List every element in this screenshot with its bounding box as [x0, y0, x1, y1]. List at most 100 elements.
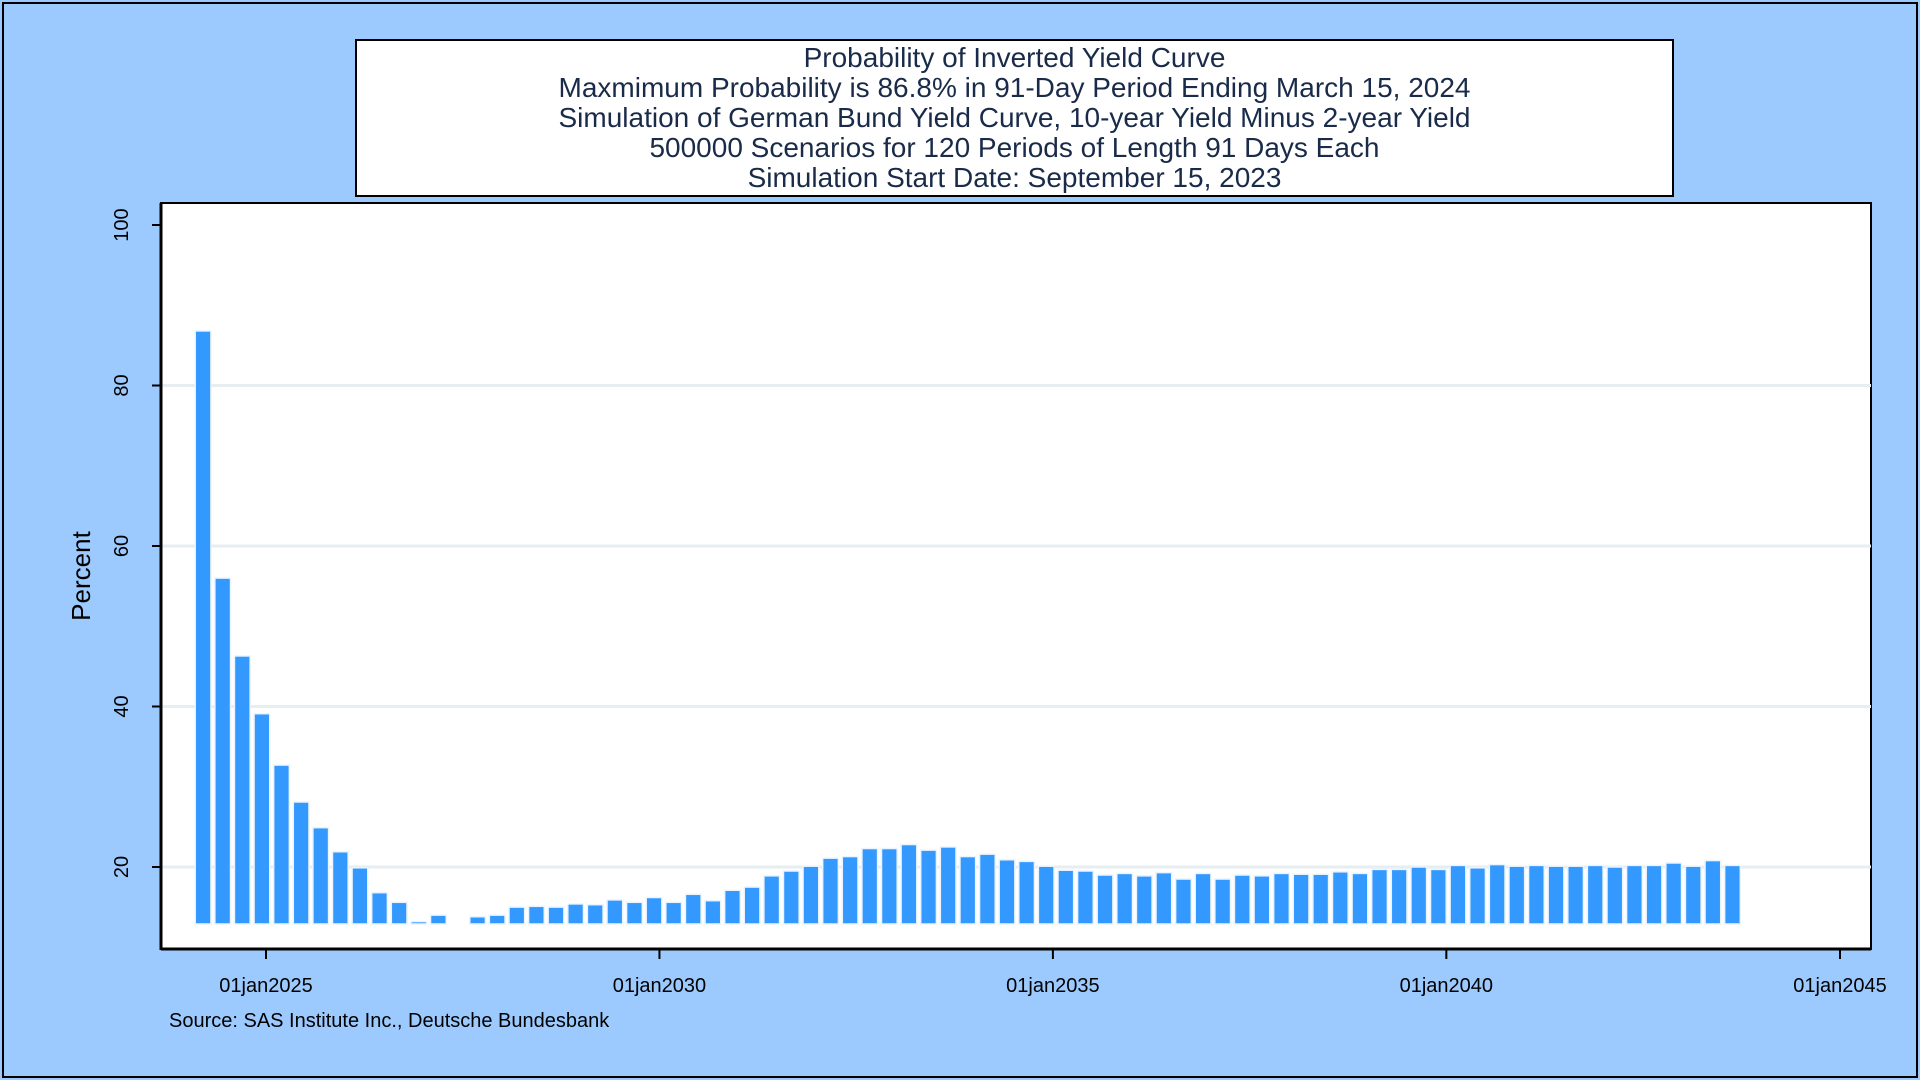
bar [1429, 868, 1447, 925]
bar [743, 886, 761, 925]
bars [194, 330, 1742, 925]
bar [292, 801, 310, 925]
bar [194, 330, 212, 925]
gridlines [161, 384, 1871, 869]
bar [1665, 862, 1683, 925]
bar [723, 889, 742, 925]
bar [370, 891, 389, 925]
bar [1214, 878, 1232, 925]
bar [1547, 865, 1565, 925]
bar [880, 847, 898, 925]
bar [1292, 873, 1310, 925]
bar [900, 843, 918, 925]
bar [488, 914, 506, 925]
bar [1370, 868, 1389, 925]
bar [821, 857, 840, 925]
bar [645, 896, 663, 925]
bar [763, 875, 781, 925]
bar [861, 847, 879, 925]
bar [802, 865, 820, 925]
bar [1390, 868, 1408, 925]
bar [959, 855, 977, 925]
chart-subtitle-1: Maxmimum Probability is 86.8% in 91-Day … [558, 72, 1471, 103]
bar [1135, 875, 1153, 925]
y-tick-label: 100 [111, 208, 133, 241]
bar [429, 914, 447, 925]
bar [253, 712, 271, 925]
bar [1567, 865, 1585, 925]
bar [390, 901, 408, 925]
bar [567, 903, 585, 925]
bar [508, 906, 526, 925]
bar [1253, 875, 1271, 925]
x-axis: 01jan2025 01jan2030 01jan2035 01jan2040 01ja… [219, 949, 1887, 997]
bar [1155, 871, 1173, 925]
bar [1586, 864, 1604, 925]
bar [1606, 866, 1624, 925]
title-box: Probability of Inverted Yield Curve Maxm… [355, 39, 1674, 197]
bar [1410, 866, 1428, 925]
bar [1449, 864, 1467, 925]
bar [939, 846, 957, 925]
plot-area [160, 202, 1872, 950]
bar [1194, 872, 1212, 925]
y-axis-label: Percent [66, 530, 96, 620]
bar [998, 859, 1016, 925]
bar [1076, 870, 1095, 925]
x-tick-label: 01jan2035 [1006, 975, 1099, 997]
bar [782, 870, 800, 925]
chart-title: Probability of Inverted Yield Curve [803, 42, 1226, 73]
y-tick-label: 60 [111, 535, 133, 557]
bar [1645, 864, 1663, 925]
bar [1331, 871, 1349, 925]
y-tick-label: 20 [111, 856, 133, 878]
x-tick-label: 01jan2030 [613, 975, 706, 997]
bar [1272, 872, 1291, 925]
y-tick-label: 80 [111, 374, 133, 396]
bar [665, 901, 683, 925]
bar [468, 916, 487, 925]
bar [704, 899, 722, 925]
bar [410, 920, 428, 925]
bar [1233, 874, 1251, 925]
bar [1684, 865, 1702, 925]
chart-subtitle-2: Simulation of German Bund Yield Curve, 1… [558, 102, 1471, 133]
bar [1704, 859, 1722, 925]
bar [1037, 865, 1055, 925]
bar [1018, 860, 1036, 925]
bar [547, 906, 565, 925]
bar [527, 905, 546, 925]
bar [1057, 869, 1075, 925]
bar [1723, 864, 1742, 925]
source-note: Source: SAS Institute Inc., Deutsche Bun… [169, 1010, 610, 1032]
bar [1351, 872, 1369, 925]
bar [272, 764, 291, 925]
bar [1488, 863, 1506, 925]
x-tick-label: 01jan2045 [1793, 975, 1886, 997]
chart-subtitle-3: 500000 Scenarios for 120 Periods of Leng… [649, 132, 1380, 163]
bar [625, 901, 644, 925]
bar [684, 893, 702, 925]
bar [841, 855, 859, 925]
bar [214, 577, 232, 925]
chart-subtitle-4: Simulation Start Date: September 15, 202… [747, 162, 1282, 193]
bar [1468, 867, 1487, 925]
bar [1174, 878, 1193, 925]
y-tick-label: 40 [111, 695, 133, 717]
bar [1625, 864, 1644, 925]
bar [1116, 872, 1134, 925]
bar [919, 849, 938, 925]
y-axis: 20 40 60 80 100 [111, 208, 161, 878]
bar [1096, 874, 1114, 925]
x-tick-label: 01jan2025 [219, 975, 312, 997]
bar [351, 867, 369, 925]
bar [586, 903, 604, 925]
bar [978, 853, 996, 925]
bar [331, 851, 349, 925]
bar [233, 655, 251, 925]
x-tick-label: 01jan2040 [1400, 975, 1493, 997]
bar [1508, 865, 1526, 925]
bar [1527, 864, 1545, 925]
bar [1312, 873, 1330, 925]
